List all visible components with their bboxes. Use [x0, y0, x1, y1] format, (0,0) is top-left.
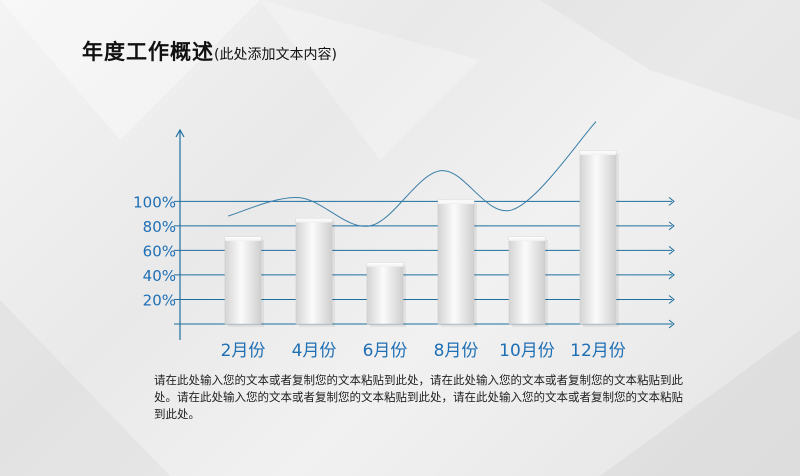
- bar-cap: [296, 218, 332, 223]
- bar-3: [366, 262, 406, 327]
- x-category-label: 12月份: [570, 341, 626, 361]
- bar-cap: [509, 236, 545, 241]
- x-category-label: 6月份: [363, 341, 408, 361]
- bar-cap: [438, 200, 474, 205]
- trend-line: [227, 121, 597, 227]
- y-tick-label: 100%: [133, 193, 176, 211]
- y-tick-label: 80%: [143, 218, 176, 236]
- slide-title: 年度工作概述(此处添加文本内容): [82, 36, 337, 66]
- gridline-arrow: [668, 295, 675, 304]
- gridline-arrow: [668, 221, 675, 231]
- bar-cap: [580, 151, 616, 156]
- bar-1: [224, 236, 264, 327]
- x-category-label: 10月份: [499, 341, 555, 361]
- x-category-label: 4月份: [292, 341, 337, 361]
- gridline-arrow: [668, 270, 675, 280]
- gridline-arrow: [668, 319, 675, 329]
- bar-6: [579, 150, 619, 327]
- gridline-arrow: [668, 246, 675, 255]
- y-tick-label: 20%: [143, 291, 176, 309]
- description-text: 请在此处输入您的文本或者复制您的文本粘贴到此处，请在此处输入您的文本或者复制您的…: [154, 373, 683, 421]
- bar-4: [437, 199, 477, 327]
- bar: [224, 236, 262, 325]
- bar-2: [295, 218, 335, 327]
- y-axis-arrow: [175, 128, 185, 138]
- bar-cap: [225, 236, 261, 241]
- gridline-arrow: [668, 196, 675, 206]
- y-tick-label: 40%: [143, 267, 176, 285]
- bar: [579, 150, 617, 325]
- bar: [295, 218, 333, 325]
- title-subtitle: (此处添加文本内容): [214, 47, 337, 63]
- bar: [366, 262, 404, 325]
- bar-cap: [367, 262, 403, 267]
- x-category-label: 2月份: [221, 341, 266, 361]
- bar: [508, 236, 546, 325]
- bar: [437, 199, 475, 325]
- bar-5: [508, 236, 548, 327]
- title-main: 年度工作概述: [82, 40, 214, 64]
- y-tick-label: 60%: [143, 242, 176, 260]
- x-category-label: 8月份: [434, 341, 479, 361]
